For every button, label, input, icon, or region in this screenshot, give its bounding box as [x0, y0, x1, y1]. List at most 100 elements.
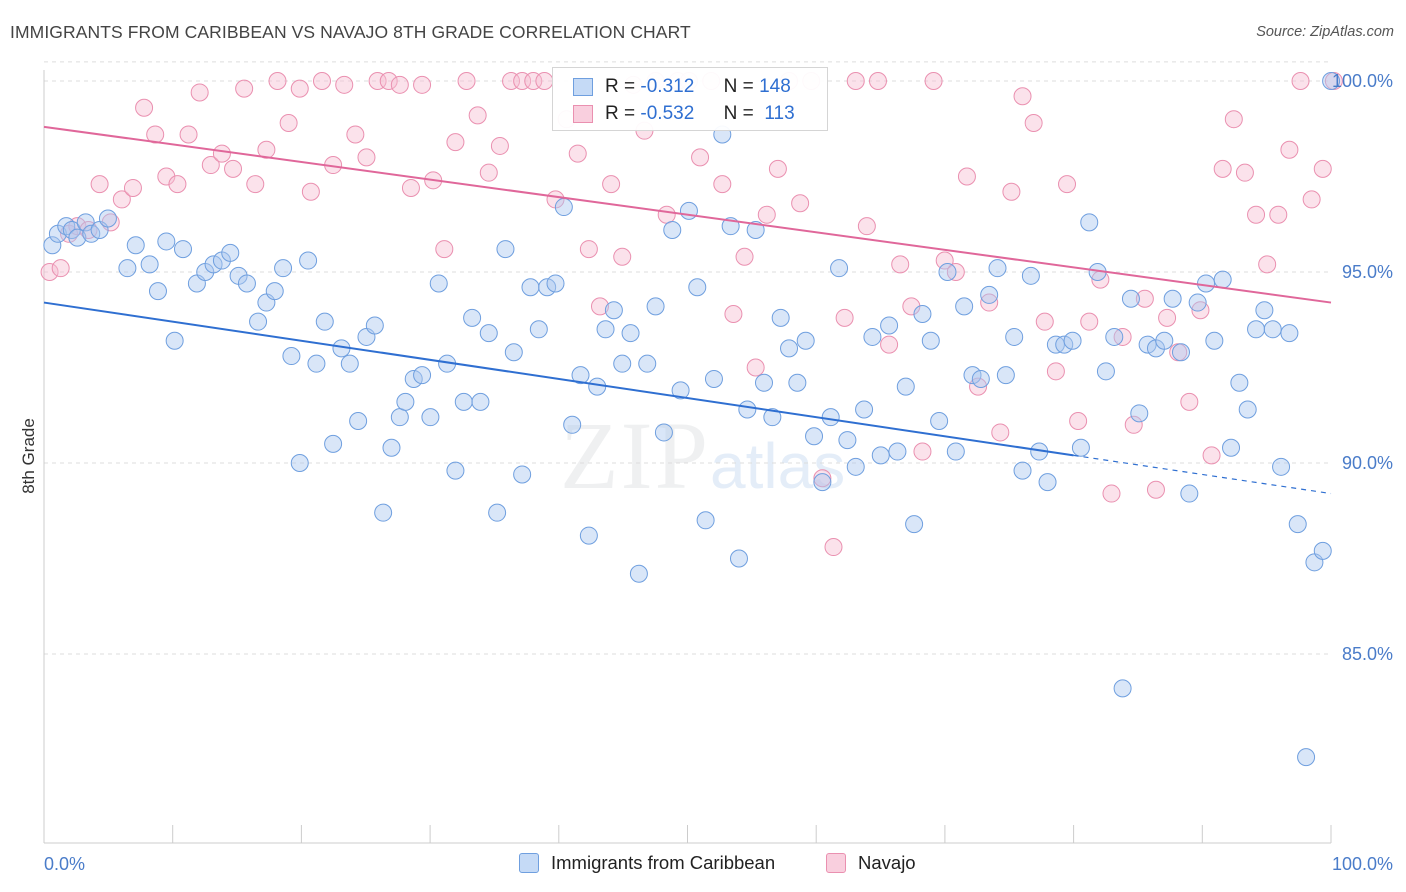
navajo-point: [791, 194, 810, 213]
caribbean-point: [82, 224, 101, 243]
caribbean-point: [68, 228, 87, 247]
navajo-point: [346, 125, 365, 144]
caribbean-point: [1247, 320, 1266, 339]
y-tick-label: 85.0%: [1342, 644, 1393, 664]
navajo-point: [379, 72, 398, 90]
caribbean-point: [596, 320, 615, 339]
caribbean-trend-line: [43, 301, 1074, 457]
caribbean-point: [237, 274, 256, 293]
caribbean-point: [1322, 72, 1341, 90]
caribbean-point: [1130, 404, 1149, 423]
caribbean-point: [1038, 473, 1057, 492]
navajo-point: [1080, 312, 1099, 331]
navajo-point: [768, 159, 787, 178]
caribbean-point: [307, 354, 326, 373]
caribbean-point: [1272, 457, 1291, 476]
caribbean-point: [496, 240, 515, 259]
caribbean-point: [76, 213, 95, 232]
caribbean-point: [971, 369, 990, 388]
caribbean-point: [1213, 270, 1232, 289]
navajo-point: [413, 75, 432, 94]
navajo-point: [1313, 159, 1332, 178]
caribbean-point: [1222, 438, 1241, 457]
chart-title: IMMIGRANTS FROM CARIBBEAN VS NAVAJO 8TH …: [10, 22, 691, 42]
navajo-point: [446, 133, 465, 152]
navajo-point: [868, 72, 887, 90]
caribbean-point: [265, 282, 284, 301]
caribbean-point: [165, 331, 184, 350]
navajo-point: [957, 167, 976, 186]
legend-item-caribbean: Immigrants from Caribbean: [519, 852, 775, 874]
navajo-point: [913, 442, 932, 461]
navajo-point: [835, 308, 854, 327]
caribbean-point: [996, 366, 1015, 385]
navajo-point: [935, 251, 954, 270]
navajo-point: [1202, 446, 1221, 465]
caribbean-point: [1138, 335, 1157, 354]
x-tick-label: 0.0%: [44, 854, 85, 874]
navajo-point: [1069, 411, 1088, 430]
navajo-point: [401, 178, 420, 197]
correlation-legend: R = -0.312 N = 148 R = -0.532 N = 113: [552, 67, 828, 131]
caribbean-point: [679, 201, 698, 220]
caribbean-point: [1313, 541, 1332, 560]
caribbean-point: [282, 347, 301, 366]
legend-n-value: 148: [759, 76, 791, 97]
navajo-point: [479, 163, 498, 182]
caribbean-point: [663, 220, 682, 239]
caribbean-point: [838, 431, 857, 450]
legend-label-navajo: Navajo: [858, 852, 916, 873]
caribbean-point: [888, 442, 907, 461]
navajo-point: [1146, 480, 1165, 499]
caribbean-point: [905, 515, 924, 534]
navajo-point: [435, 240, 454, 259]
caribbean-point: [390, 408, 409, 427]
caribbean-point: [126, 236, 145, 255]
navajo-point: [1035, 312, 1054, 331]
navajo-point: [724, 305, 743, 324]
caribbean-point: [771, 308, 790, 327]
caribbean-point: [938, 263, 957, 281]
caribbean-point: [521, 278, 540, 297]
navajo-point: [1213, 159, 1232, 178]
navajo-point: [1224, 110, 1243, 129]
caribbean-point: [221, 243, 240, 262]
navajo-point: [357, 148, 376, 167]
navajo-point: [135, 98, 154, 117]
caribbean-point: [1071, 438, 1090, 457]
navajo-point: [924, 72, 943, 90]
caribbean-point: [504, 343, 523, 362]
caribbean-point: [921, 331, 940, 350]
caribbean-point: [571, 366, 590, 385]
caribbean-point: [913, 305, 932, 324]
navajo-point: [301, 182, 320, 201]
navajo-point: [980, 293, 999, 312]
navajo-point: [880, 335, 899, 354]
caribbean-point: [871, 446, 890, 465]
caribbean-point: [382, 438, 401, 457]
caribbean-point: [863, 327, 882, 346]
caribbean-point: [1113, 679, 1132, 698]
navajo-point: [168, 175, 187, 194]
caribbean-point: [988, 259, 1007, 278]
caribbean-point: [1238, 400, 1257, 419]
tick-labels: 85.0% 90.0% 95.0% 100.0% 0.0% 100.0% 8th Grade: [19, 71, 1393, 874]
navajo-point: [1235, 163, 1254, 182]
caribbean-point: [688, 278, 707, 297]
navajo-point: [846, 72, 865, 90]
caribbean-point: [1096, 362, 1115, 381]
caribbean-point: [830, 259, 849, 278]
navajo-point: [40, 263, 59, 281]
y-tick-label: 95.0%: [1342, 262, 1393, 282]
caribbean-point: [1263, 320, 1282, 339]
caribbean-point: [463, 308, 482, 327]
caribbean-point: [1188, 293, 1207, 312]
legend-swatch-blue: [519, 853, 539, 873]
navajo-point: [813, 469, 832, 488]
caribbean-point: [315, 312, 334, 331]
caribbean-point: [1205, 331, 1224, 350]
navajo-point: [535, 72, 554, 90]
caribbean-trend-extension: [1073, 454, 1332, 495]
caribbean-point: [746, 220, 765, 239]
navajo-point: [468, 106, 487, 125]
